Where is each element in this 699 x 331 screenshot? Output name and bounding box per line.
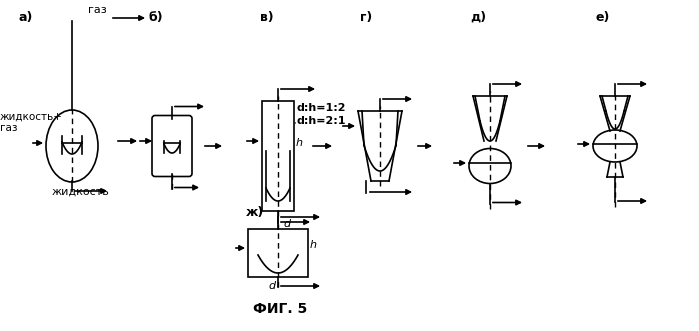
Bar [262,101,294,211]
Text: д): д) [470,11,486,24]
Text: г): г) [360,11,373,24]
Text: ФИГ. 5: ФИГ. 5 [253,302,307,316]
Text: е): е) [596,11,610,24]
Text: d: d [268,281,275,291]
Text: б): б) [148,11,163,24]
Text: h: h [296,138,303,148]
Text: в): в) [260,11,273,24]
Text: h: h [310,240,317,250]
Text: жидкость: жидкость [52,187,110,197]
Bar [248,229,308,277]
Text: d:h=2:1: d:h=2:1 [296,116,345,126]
Text: газ: газ [88,5,107,15]
Text: d:h=1:2: d:h=1:2 [296,103,345,113]
Text: жидкость+
газ: жидкость+ газ [0,112,63,133]
Text: d: d [283,219,290,229]
Text: ж): ж) [246,206,264,219]
Text: а): а) [18,11,32,24]
